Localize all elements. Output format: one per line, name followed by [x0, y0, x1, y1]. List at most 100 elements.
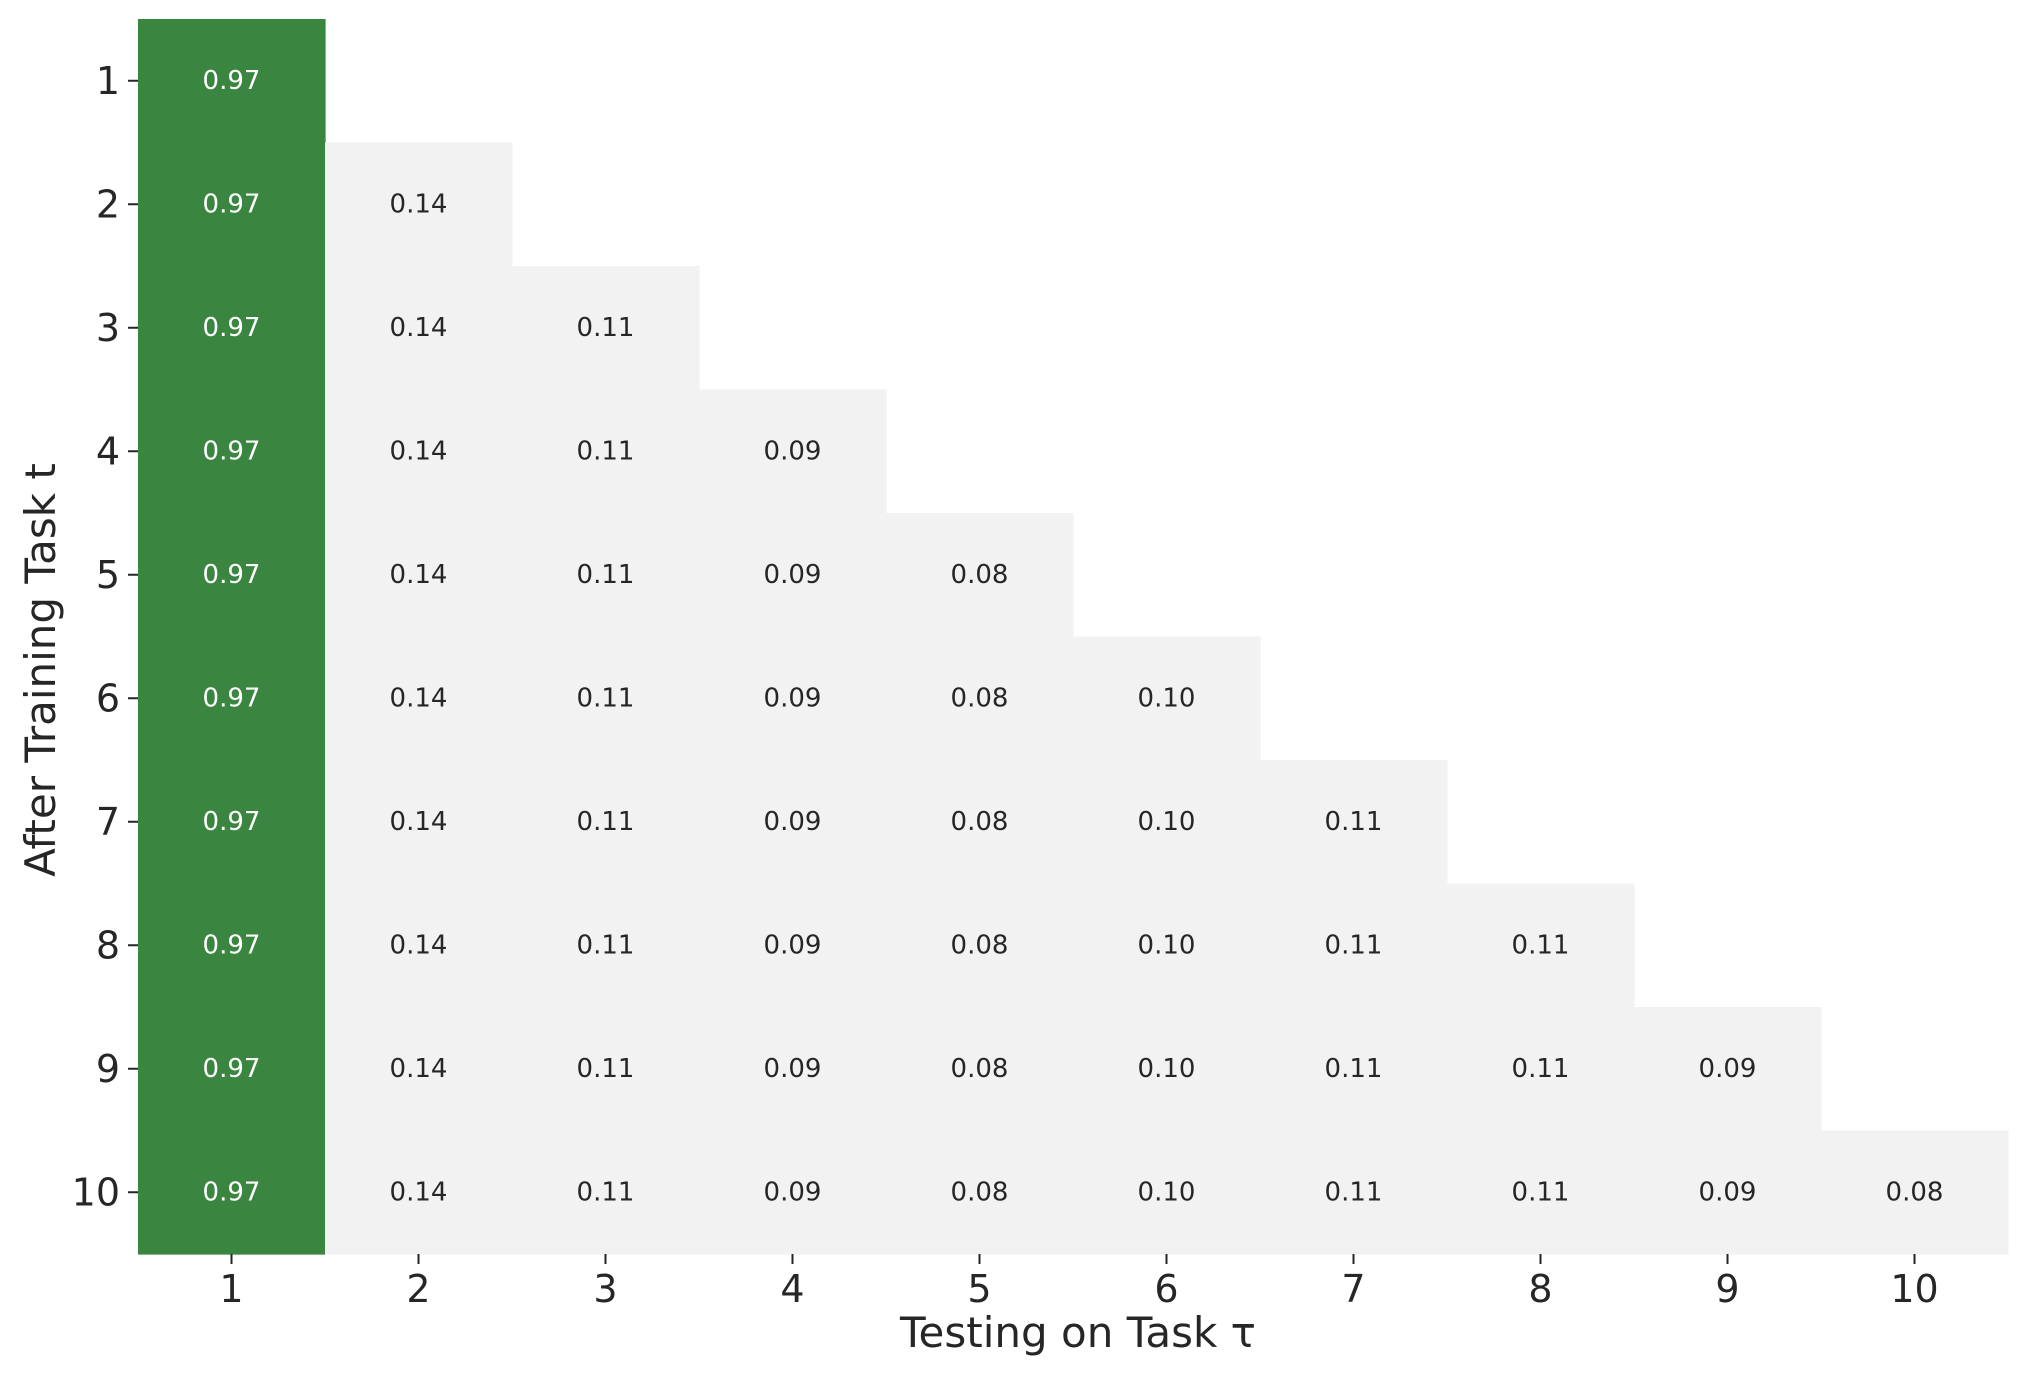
heatmap-cell-r2-c1 — [138, 142, 326, 267]
heatmap-cell-r6-c1 — [138, 636, 326, 761]
cell-value-label: 0.11 — [577, 807, 635, 837]
cell-value-label: 0.09 — [764, 683, 822, 713]
cell-value-label: 0.11 — [1512, 930, 1570, 960]
cell-value-label: 0.14 — [390, 313, 448, 343]
heatmap-cell-r7-c6 — [1073, 760, 1261, 885]
heatmap-cell-r1-c1 — [138, 19, 326, 144]
cell-value-label: 0.97 — [203, 313, 261, 343]
heatmap-cell-r10-c7 — [1260, 1130, 1448, 1255]
y-tick-label: 4 — [96, 429, 120, 473]
cell-value-label: 0.97 — [203, 683, 261, 713]
heatmap-cell-r5-c1 — [138, 513, 326, 638]
cell-value-label: 0.11 — [577, 313, 635, 343]
heatmap-cell-r7-c2 — [325, 760, 513, 885]
cell-value-label: 0.97 — [203, 66, 261, 96]
cell-value-label: 0.08 — [951, 807, 1009, 837]
heatmap-cell-r2-c2 — [325, 142, 513, 267]
heatmap-cell-r5-c3 — [512, 513, 700, 638]
heatmap-cell-r7-c5 — [886, 760, 1074, 885]
heatmap-cell-r10-c3 — [512, 1130, 700, 1255]
x-tick-label: 4 — [780, 1267, 804, 1311]
cell-value-label: 0.14 — [390, 930, 448, 960]
y-tick-label: 10 — [72, 1170, 120, 1214]
heatmap-cell-r8-c5 — [886, 883, 1074, 1008]
cell-value-label: 0.11 — [577, 930, 635, 960]
heatmap-cell-r8-c8 — [1447, 883, 1635, 1008]
cell-value-label: 0.97 — [203, 560, 261, 590]
heatmap-cell-r10-c8 — [1447, 1130, 1635, 1255]
heatmap-cell-r3-c2 — [325, 266, 513, 391]
heatmap-cell-r4-c2 — [325, 389, 513, 514]
x-tick-label: 8 — [1528, 1267, 1552, 1311]
cell-value-label: 0.11 — [1325, 1177, 1383, 1207]
cell-value-label: 0.08 — [951, 930, 1009, 960]
cell-value-label: 0.10 — [1138, 930, 1196, 960]
y-tick-label: 6 — [96, 676, 120, 720]
cell-value-label: 0.09 — [764, 436, 822, 466]
cell-value-label: 0.08 — [951, 1177, 1009, 1207]
heatmap-cell-r9-c7 — [1260, 1007, 1448, 1132]
heatmap-cell-r5-c2 — [325, 513, 513, 638]
x-tick-label: 3 — [593, 1267, 617, 1311]
cell-value-label: 0.10 — [1138, 807, 1196, 837]
cell-value-label: 0.09 — [764, 807, 822, 837]
heatmap-cell-r10-c2 — [325, 1130, 513, 1255]
y-tick-label: 2 — [96, 182, 120, 226]
cell-value-label: 0.09 — [764, 1054, 822, 1084]
heatmap-cell-r7-c1 — [138, 760, 326, 885]
x-tick-label: 5 — [967, 1267, 991, 1311]
heatmap-cell-r4-c1 — [138, 389, 326, 514]
heatmap-cell-r3-c1 — [138, 266, 326, 391]
heatmap-cell-r8-c2 — [325, 883, 513, 1008]
x-tick-label: 6 — [1154, 1267, 1178, 1311]
heatmap-cell-r10-c5 — [886, 1130, 1074, 1255]
heatmap-cell-r10-c4 — [699, 1130, 887, 1255]
heatmap-cell-r6-c3 — [512, 636, 700, 761]
cell-value-label: 0.11 — [1325, 807, 1383, 837]
cell-value-label: 0.11 — [1512, 1054, 1570, 1084]
heatmap-cell-r9-c5 — [886, 1007, 1074, 1132]
heatmap-cell-r9-c8 — [1447, 1007, 1635, 1132]
cell-value-label: 0.09 — [764, 560, 822, 590]
heatmap-cell-r3-c3 — [512, 266, 700, 391]
cell-value-label: 0.11 — [1325, 930, 1383, 960]
heatmap-cell-r6-c2 — [325, 636, 513, 761]
y-tick-label: 7 — [96, 800, 120, 844]
x-tick-label: 7 — [1341, 1267, 1365, 1311]
cell-value-label: 0.08 — [951, 683, 1009, 713]
x-axis: 1 2 3 4 5 6 7 8 9 10 — [219, 1254, 1939, 1311]
y-tick-label: 8 — [96, 923, 120, 967]
heatmap-cell-r8-c6 — [1073, 883, 1261, 1008]
x-tick-label: 1 — [219, 1267, 243, 1311]
cell-value-label: 0.97 — [203, 1177, 261, 1207]
heatmap-cells — [138, 19, 2009, 1255]
heatmap-cell-r9-c3 — [512, 1007, 700, 1132]
cell-value-label: 0.10 — [1138, 1054, 1196, 1084]
cell-value-label: 0.14 — [390, 1177, 448, 1207]
heatmap-cell-r6-c6 — [1073, 636, 1261, 761]
heatmap-cell-r8-c4 — [699, 883, 887, 1008]
cell-value-label: 0.09 — [764, 1177, 822, 1207]
heatmap-cell-r9-c6 — [1073, 1007, 1261, 1132]
heatmap-cell-r5-c5 — [886, 513, 1074, 638]
cell-value-label: 0.09 — [1699, 1054, 1757, 1084]
cell-value-label: 0.14 — [390, 807, 448, 837]
cell-value-label: 0.97 — [203, 930, 261, 960]
y-axis-title: After Training Task t — [16, 463, 65, 877]
heatmap-cell-r7-c3 — [512, 760, 700, 885]
cell-value-label: 0.11 — [1325, 1054, 1383, 1084]
heatmap-cell-r8-c3 — [512, 883, 700, 1008]
cell-value-label: 0.11 — [577, 1054, 635, 1084]
heatmap-cell-r9-c2 — [325, 1007, 513, 1132]
heatmap-cell-r6-c4 — [699, 636, 887, 761]
cell-value-label: 0.11 — [577, 1177, 635, 1207]
cell-value-label: 0.09 — [764, 930, 822, 960]
y-tick-label: 3 — [96, 306, 120, 350]
heatmap-cell-r5-c4 — [699, 513, 887, 638]
cell-value-label: 0.14 — [390, 436, 448, 466]
cell-value-label: 0.11 — [577, 683, 635, 713]
heatmap-cell-r9-c9 — [1634, 1007, 1822, 1132]
heatmap-cell-r9-c1 — [138, 1007, 326, 1132]
cell-value-label: 0.97 — [203, 1054, 261, 1084]
cell-value-label: 0.14 — [390, 560, 448, 590]
